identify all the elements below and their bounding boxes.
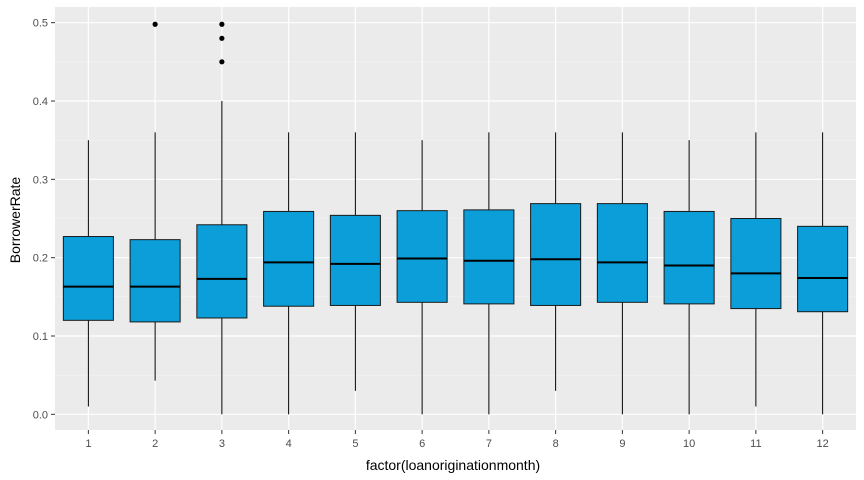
x-axis: 1 2 3 4 5 6 7 8 9 10 11 12: [85, 430, 829, 450]
y-tick-label: 0.1: [33, 331, 48, 343]
box-iqr: [797, 225, 849, 313]
outlier-point: [219, 21, 225, 27]
x-tick-label: 10: [683, 438, 695, 450]
grid-minor: [55, 61, 856, 376]
y-axis-title: BorrowerRate: [7, 177, 23, 264]
box-8: [530, 132, 582, 391]
x-tick-label: 7: [486, 438, 492, 450]
x-tick-label: 3: [219, 438, 225, 450]
box-iqr: [663, 210, 715, 305]
boxes-layer: [62, 21, 849, 415]
x-tick-label: 9: [619, 438, 625, 450]
box-iqr: [396, 210, 448, 303]
box-iqr: [730, 218, 782, 310]
x-tick-label: 6: [419, 438, 425, 450]
box-9: [596, 132, 648, 415]
outlier-point: [219, 35, 225, 41]
x-tick-label: 5: [352, 438, 358, 450]
box-1: [62, 140, 114, 407]
x-tick-label: 4: [286, 438, 292, 450]
y-tick-label: 0.0: [33, 409, 48, 421]
box-2: [129, 21, 181, 381]
box-4: [263, 132, 315, 415]
box-iqr: [196, 224, 248, 319]
x-tick-label: 1: [85, 438, 91, 450]
x-axis-title: factor(loanoriginationmonth): [366, 457, 540, 473]
box-iqr: [62, 236, 114, 321]
box-7: [463, 132, 515, 415]
box-6: [396, 140, 448, 415]
box-iqr: [596, 203, 648, 303]
box-iqr: [129, 239, 181, 323]
box-10: [663, 140, 715, 415]
outlier-point: [152, 21, 158, 27]
x-tick-label: 8: [553, 438, 559, 450]
y-tick-label: 0.2: [33, 253, 48, 265]
y-tick-label: 0.4: [33, 96, 48, 108]
box-iqr: [263, 210, 315, 307]
box-iqr: [329, 214, 381, 306]
y-axis: 0.0 0.1 0.2 0.3 0.4 0.5: [33, 18, 55, 421]
box-iqr: [530, 203, 582, 306]
y-tick-label: 0.3: [33, 174, 48, 186]
x-tick-label: 12: [817, 438, 829, 450]
outlier-point: [219, 59, 225, 65]
x-tick-label: 11: [750, 438, 761, 450]
x-tick-label: 2: [152, 438, 158, 450]
box-12: [797, 132, 849, 415]
box-5: [329, 132, 381, 391]
box-11: [730, 132, 782, 407]
box-iqr: [463, 209, 515, 305]
y-tick-label: 0.5: [33, 18, 48, 30]
box-3: [196, 21, 248, 415]
